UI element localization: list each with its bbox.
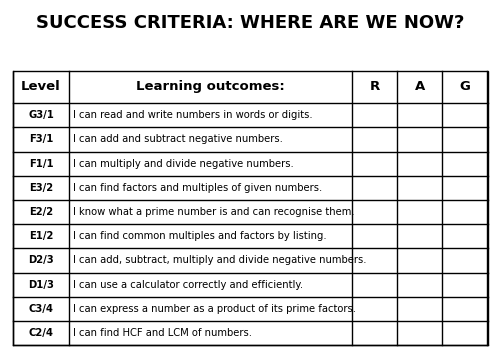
Text: SUCCESS CRITERIA: WHERE ARE WE NOW?: SUCCESS CRITERIA: WHERE ARE WE NOW? [36, 14, 464, 32]
Text: G: G [460, 80, 470, 93]
Text: C2/4: C2/4 [28, 328, 54, 338]
Text: G3/1: G3/1 [28, 110, 54, 120]
Text: E2/2: E2/2 [29, 207, 53, 217]
Text: I can add and subtract negative numbers.: I can add and subtract negative numbers. [73, 135, 283, 144]
Text: Learning outcomes:: Learning outcomes: [136, 80, 285, 93]
Text: D2/3: D2/3 [28, 256, 54, 266]
Text: E1/2: E1/2 [29, 231, 53, 241]
Text: I can use a calculator correctly and efficiently.: I can use a calculator correctly and eff… [73, 280, 303, 290]
Text: E3/2: E3/2 [29, 183, 53, 193]
Text: I can find factors and multiples of given numbers.: I can find factors and multiples of give… [73, 183, 322, 193]
Text: F1/1: F1/1 [28, 159, 54, 169]
Text: Level: Level [21, 80, 61, 93]
Text: D1/3: D1/3 [28, 280, 54, 290]
Text: A: A [414, 80, 425, 93]
Bar [12, 71, 488, 345]
Text: I can add, subtract, multiply and divide negative numbers.: I can add, subtract, multiply and divide… [73, 256, 366, 266]
Text: I can find HCF and LCM of numbers.: I can find HCF and LCM of numbers. [73, 328, 252, 338]
Text: I can multiply and divide negative numbers.: I can multiply and divide negative numbe… [73, 159, 294, 169]
Text: I can read and write numbers in words or digits.: I can read and write numbers in words or… [73, 110, 312, 120]
Text: I can express a number as a product of its prime factors.: I can express a number as a product of i… [73, 304, 356, 314]
Text: I can find common multiples and factors by listing.: I can find common multiples and factors … [73, 231, 326, 241]
Text: F3/1: F3/1 [29, 135, 53, 144]
Text: I know what a prime number is and can recognise them.: I know what a prime number is and can re… [73, 207, 354, 217]
Text: C3/4: C3/4 [28, 304, 54, 314]
Text: R: R [370, 80, 380, 93]
